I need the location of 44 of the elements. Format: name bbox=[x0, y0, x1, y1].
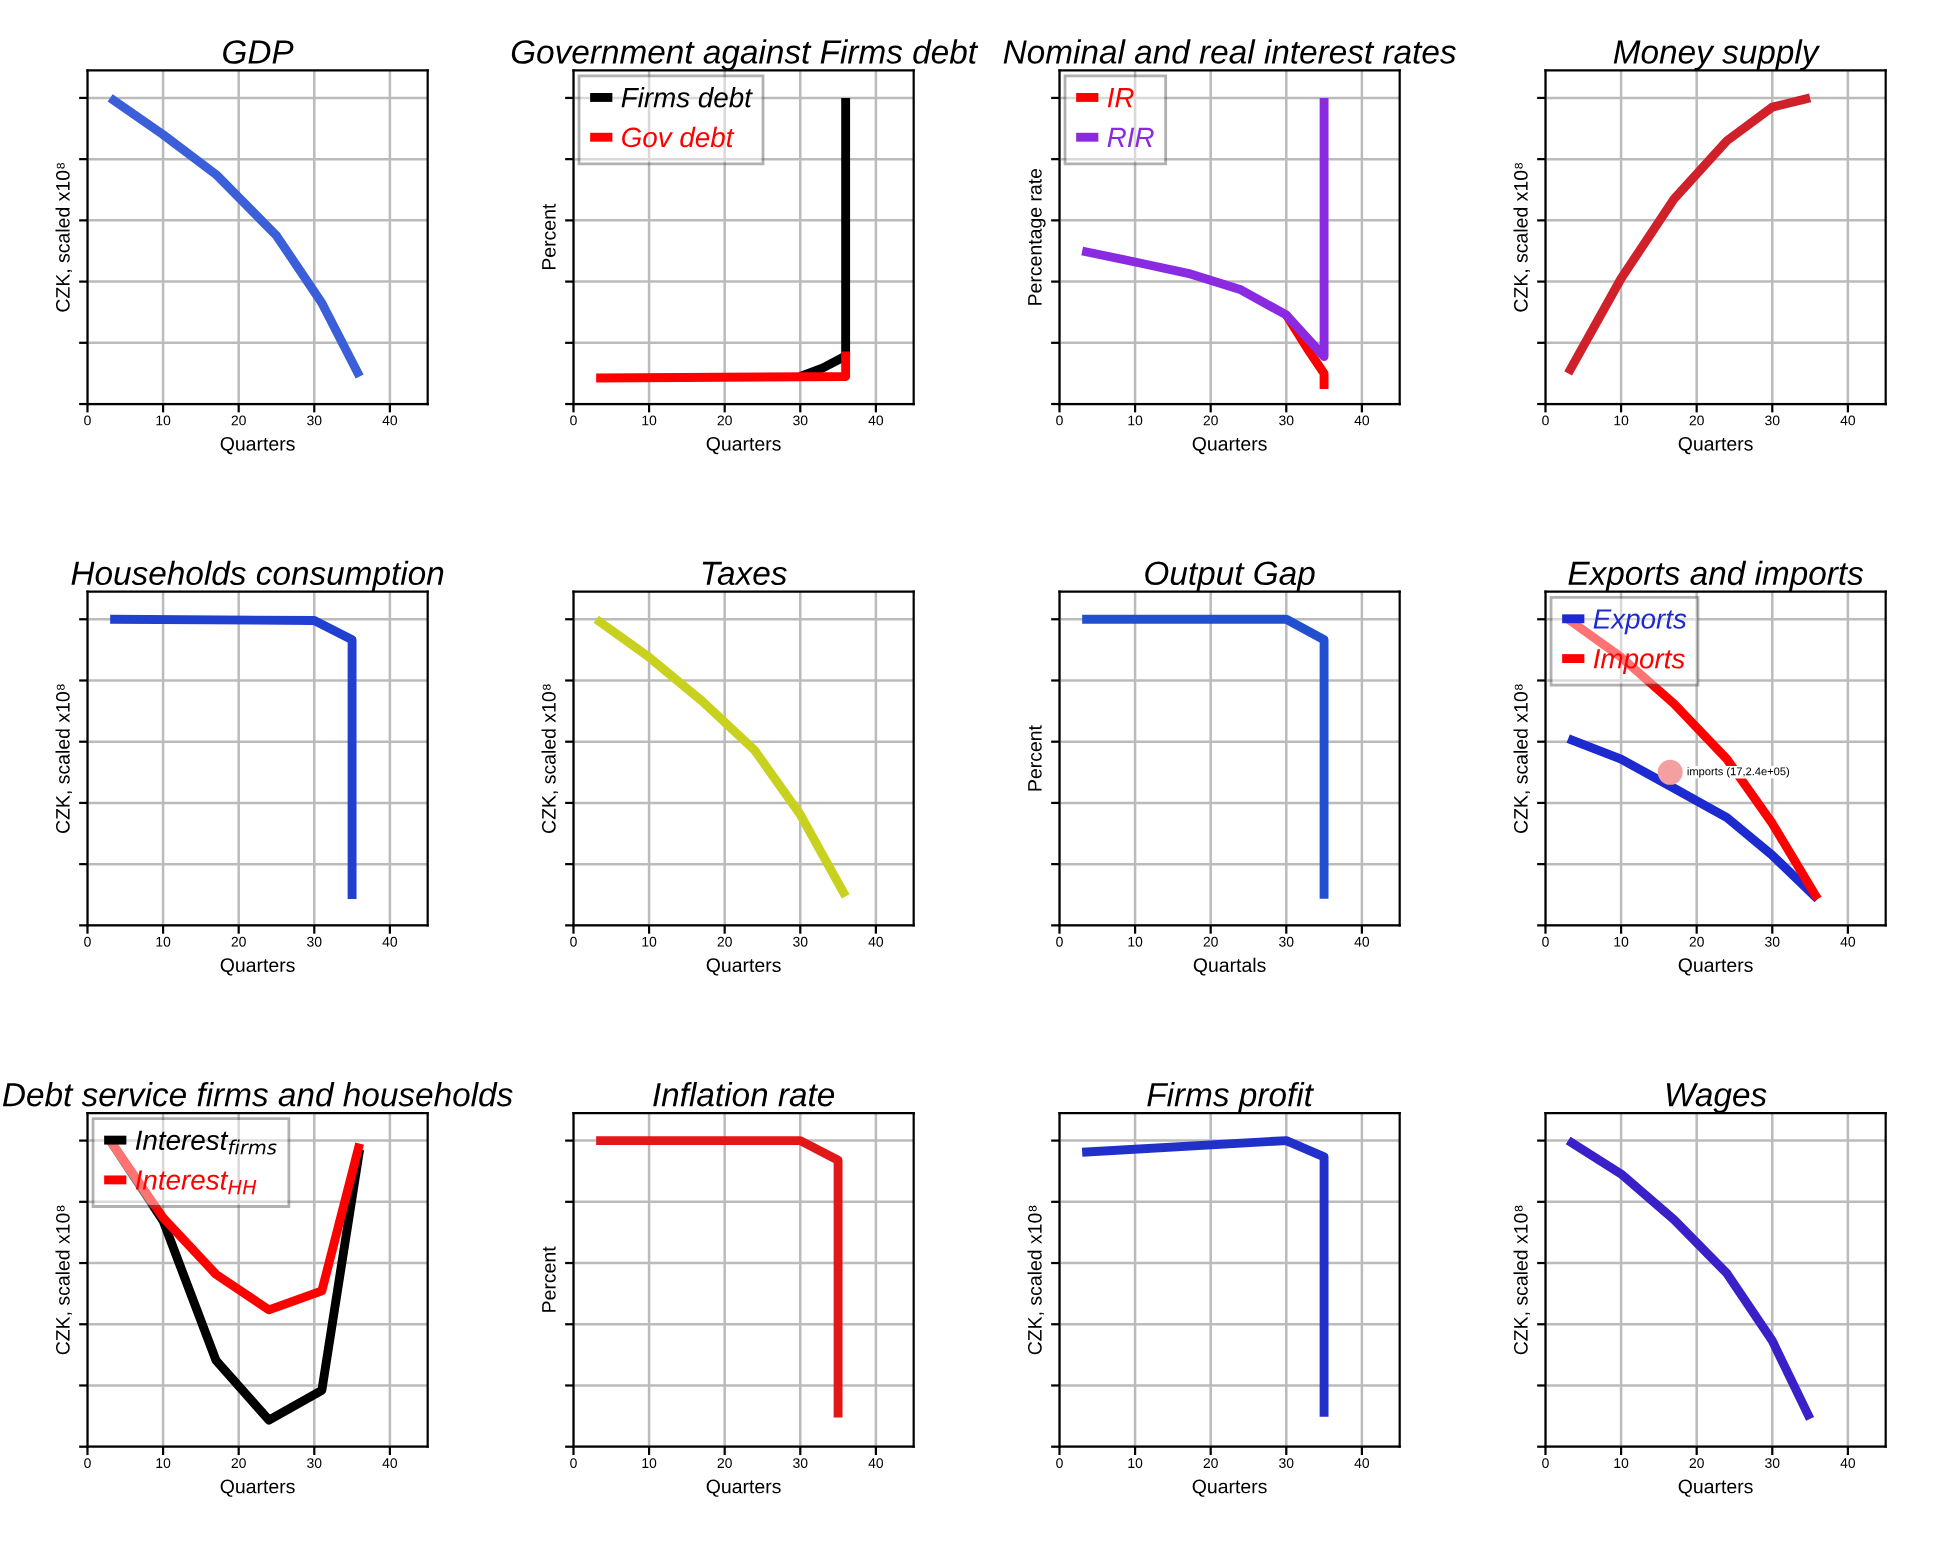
legend-label: RIR bbox=[1107, 127, 1154, 147]
x-axis-title: Quarters bbox=[1678, 958, 1753, 976]
chart-title: Output Gap bbox=[1145, 561, 1315, 592]
legend-label: Firms debt bbox=[621, 87, 753, 108]
x-axis-title: Quarters bbox=[1678, 1479, 1753, 1497]
y-axis-title: Percent bbox=[542, 1246, 556, 1312]
chart-title: Government against Firms debt bbox=[511, 39, 979, 71]
chart-title: Wages bbox=[1666, 1083, 1767, 1114]
chart-title: Taxes bbox=[702, 561, 787, 586]
x-axis-title: Quarters bbox=[220, 1479, 295, 1497]
chart-title: Money supply bbox=[1613, 39, 1821, 71]
y-axis-title: CZK, scaled x10⁸ bbox=[1513, 684, 1531, 833]
x-axis-title: Quarters bbox=[706, 1479, 781, 1497]
legend-label: Interest$_{HH}$ bbox=[135, 1170, 257, 1195]
x-axis-title: Quarters bbox=[706, 958, 781, 976]
y-axis-title: CZK, scaled x10⁸ bbox=[1513, 1205, 1531, 1355]
chart-title: Firms profit bbox=[1147, 1081, 1315, 1114]
y-axis-title: CZK, scaled x10⁸ bbox=[55, 162, 73, 312]
x-axis-title: Quarters bbox=[706, 436, 781, 455]
x-axis-title: Quarters bbox=[220, 958, 295, 976]
x-axis-title: Quarters bbox=[1192, 1479, 1267, 1497]
y-axis-title: CZK, scaled x10⁸ bbox=[1513, 162, 1531, 312]
y-axis-title: CZK, scaled x10⁸ bbox=[541, 684, 559, 833]
x-axis-title: Quarters bbox=[220, 436, 295, 455]
legend-label: Interest$_{firms}$ bbox=[135, 1130, 277, 1155]
y-axis-title: Percent bbox=[542, 203, 556, 270]
y-axis-title: Percentage rate bbox=[1028, 168, 1046, 305]
legend-label: Gov debt bbox=[622, 126, 735, 148]
y-axis-title: CZK, scaled x10⁸ bbox=[55, 1205, 73, 1355]
legend-label: Imports bbox=[1593, 649, 1685, 675]
legend-label: Exports bbox=[1593, 609, 1687, 635]
chart-title: Exports and imports bbox=[1568, 560, 1864, 592]
legend-label: IR bbox=[1107, 88, 1134, 108]
chart-title: Inflation rate bbox=[653, 1081, 835, 1107]
chart-title: Households consumption bbox=[71, 560, 444, 592]
y-axis-title: CZK, scaled x10⁸ bbox=[55, 684, 73, 833]
chart-title: GDP bbox=[223, 40, 294, 64]
x-axis-title: Quarters bbox=[1192, 436, 1267, 455]
y-axis-title: CZK, scaled x10⁸ bbox=[1027, 1205, 1045, 1355]
chart-title: Nominal and real interest rates bbox=[1003, 39, 1456, 64]
x-axis-title: Quarters bbox=[1678, 436, 1753, 455]
chart-title: Debt service firms and households bbox=[2, 1081, 513, 1107]
y-axis-title: Percent bbox=[1028, 725, 1042, 791]
x-axis-title: Quartals bbox=[1193, 957, 1266, 976]
